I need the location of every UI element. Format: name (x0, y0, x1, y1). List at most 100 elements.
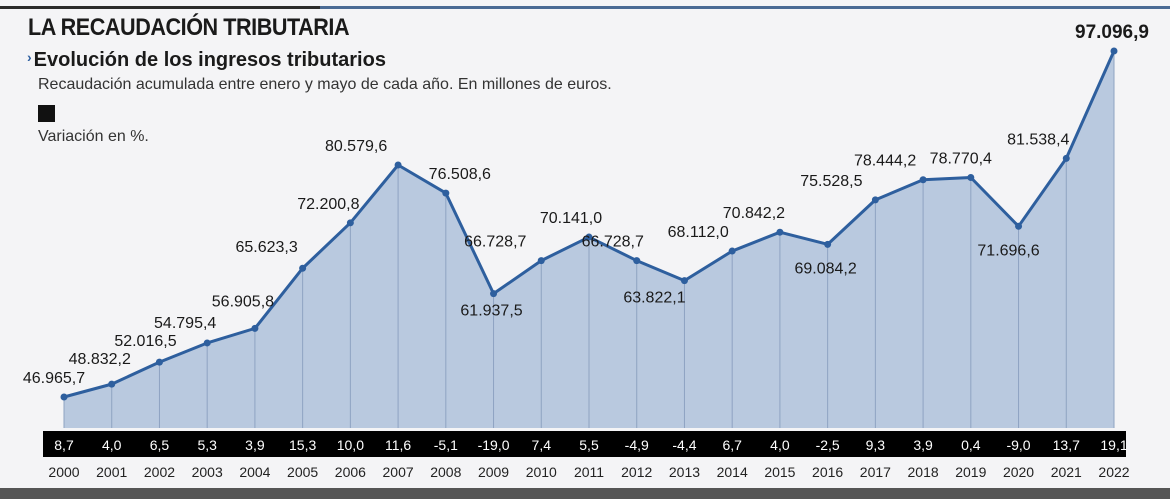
variation-bar (43, 431, 1126, 457)
data-point (155, 358, 163, 366)
variation-label: 7,4 (532, 437, 552, 453)
variation-label: -19,0 (478, 437, 510, 453)
data-point (537, 257, 545, 265)
x-tick-label: 2004 (239, 464, 270, 480)
variation-label: 10,0 (337, 437, 364, 453)
variation-label: 3,9 (913, 437, 933, 453)
variation-label: -4,9 (625, 437, 649, 453)
value-label: 66.728,7 (582, 234, 644, 251)
chart-subtitle: › Evolución de los ingresos tributarios (27, 49, 386, 72)
variation-label: 15,3 (289, 437, 316, 453)
data-point (203, 339, 211, 347)
value-label: 46.965,7 (23, 370, 85, 387)
x-tick-label: 2015 (764, 464, 795, 480)
value-label: 76.508,6 (429, 166, 491, 183)
data-point (824, 240, 832, 248)
x-tick-label: 2017 (860, 464, 891, 480)
value-label: 54.795,4 (154, 315, 216, 332)
data-point (585, 233, 593, 241)
top-rule (0, 6, 1170, 9)
x-tick-label: 2010 (526, 464, 557, 480)
variation-label: 9,3 (866, 437, 886, 453)
variation-label: 19,1 (1100, 437, 1127, 453)
chevron-right-icon: › (27, 49, 32, 65)
data-point (346, 219, 354, 227)
x-tick-label: 2005 (287, 464, 318, 480)
page-title: LA RECAUDACIÓN TRIBUTARIA (28, 14, 350, 41)
x-tick-label: 2000 (48, 464, 79, 480)
value-label: 78.444,2 (854, 153, 916, 170)
bottom-bar (0, 488, 1170, 499)
data-point (108, 380, 116, 388)
value-label: 52.016,5 (114, 333, 176, 350)
data-point (680, 277, 688, 285)
variation-label: 4,0 (770, 437, 790, 453)
subtitle-text: Evolución de los ingresos tributarios (33, 49, 386, 71)
data-point (967, 173, 975, 181)
x-tick-label: 2011 (574, 464, 604, 480)
data-point (871, 196, 879, 204)
data-point (1110, 47, 1118, 55)
value-label: 48.832,2 (69, 351, 131, 368)
x-tick-label: 2009 (478, 464, 509, 480)
data-point (1015, 222, 1023, 230)
value-label: 78.770,4 (930, 150, 992, 167)
x-tick-label: 2021 (1051, 464, 1082, 480)
variation-label: 11,6 (385, 437, 411, 453)
x-tick-label: 2001 (96, 464, 127, 480)
data-point (728, 247, 736, 255)
data-point (1062, 154, 1070, 162)
x-tick-label: 2020 (1003, 464, 1034, 480)
value-label: 70.842,2 (723, 205, 785, 222)
x-tick-label: 2007 (383, 464, 414, 480)
data-point (299, 264, 307, 272)
value-label: 75.528,5 (800, 173, 862, 190)
value-label: 66.728,7 (464, 234, 526, 251)
value-label: 70.141,0 (540, 210, 602, 227)
variation-label: 5,3 (197, 437, 217, 453)
data-point (776, 228, 784, 236)
x-tick-label: 2014 (717, 464, 748, 480)
variation-label: 6,5 (150, 437, 170, 453)
variation-label: -4,4 (672, 437, 696, 453)
variation-label: 3,9 (245, 437, 265, 453)
variation-label: 4,0 (102, 437, 122, 453)
x-tick-label: 2019 (955, 464, 986, 480)
x-tick-label: 2002 (144, 464, 175, 480)
data-point (60, 393, 68, 401)
x-tick-label: 2013 (669, 464, 700, 480)
x-tick-label: 2006 (335, 464, 366, 480)
variation-label: -2,5 (816, 437, 840, 453)
x-tick-label: 2018 (908, 464, 939, 480)
x-tick-label: 2008 (430, 464, 461, 480)
data-point (251, 324, 259, 332)
value-label: 69.084,2 (794, 260, 856, 277)
data-point (442, 189, 450, 197)
data-point (394, 161, 402, 169)
x-tick-label: 2016 (812, 464, 843, 480)
x-tick-label: 2012 (621, 464, 652, 480)
value-label: 63.822,1 (623, 290, 685, 307)
variation-label: 0,4 (961, 437, 981, 453)
value-label: 72.200,8 (297, 196, 359, 213)
variation-label: -5,1 (434, 437, 458, 453)
value-label: 61.937,5 (460, 303, 522, 320)
data-point (633, 257, 641, 265)
legend-label: Variación en %. (38, 128, 149, 145)
value-label: 65.623,3 (235, 239, 297, 256)
data-point (490, 290, 498, 298)
x-tick-label: 2003 (192, 464, 223, 480)
data-point (919, 176, 927, 184)
top-rule-accent (0, 6, 320, 9)
chart-description: Recaudación acumulada entre enero y mayo… (38, 76, 612, 93)
value-label: 81.538,4 (1007, 131, 1069, 148)
variation-label: 6,7 (722, 437, 742, 453)
value-label: 80.579,6 (325, 138, 387, 155)
value-label: 71.696,6 (977, 242, 1039, 259)
x-tick-label: 2022 (1098, 464, 1129, 480)
variation-label: 5,5 (579, 437, 599, 453)
value-label: 56.905,8 (212, 293, 274, 310)
variation-label: 13,7 (1053, 437, 1080, 453)
variation-label: 8,7 (54, 437, 74, 453)
